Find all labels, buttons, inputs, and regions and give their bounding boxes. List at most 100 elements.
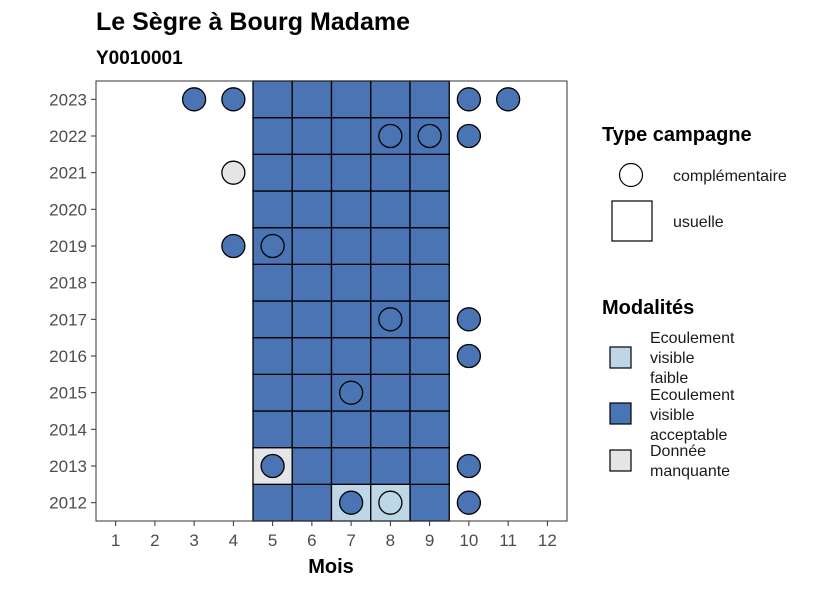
- usuelle-tile: [409, 80, 450, 119]
- complementaire-point: [338, 490, 364, 515]
- x-tick-label: 10: [459, 531, 478, 550]
- legend-swatch: [609, 346, 632, 369]
- usuelle-tile: [291, 300, 333, 339]
- usuelle-tile: [291, 410, 333, 449]
- y-tick-label: 2015: [49, 384, 87, 403]
- usuelle-tile: [370, 337, 411, 375]
- complementaire-point: [456, 490, 482, 515]
- usuelle-tile: [409, 373, 450, 412]
- chart-title: Le Sègre à Bourg Madame: [96, 8, 410, 36]
- usuelle-tile: [291, 227, 333, 265]
- complementaire-point: [456, 87, 482, 112]
- complementaire-point: [495, 87, 521, 112]
- usuelle-tile: [330, 80, 372, 119]
- legend-label-line: Ecoulement: [650, 387, 735, 404]
- complementaire-point: [221, 160, 246, 185]
- usuelle-tile: [330, 190, 372, 229]
- legend-label: Ecoulement visible acceptable: [650, 387, 739, 444]
- x-tick-label: 6: [307, 531, 316, 550]
- usuelle-tile: [370, 227, 411, 265]
- usuelle-tile: [252, 300, 293, 339]
- usuelle-tile: [409, 263, 450, 302]
- usuelle-tile: [330, 117, 372, 155]
- usuelle-tile: [252, 153, 293, 192]
- usuelle-tile: [330, 410, 372, 449]
- usuelle-tile: [291, 80, 333, 119]
- complementaire-points: [181, 87, 521, 515]
- usuelle-tile: [370, 80, 411, 119]
- y-tick-label: 2016: [49, 347, 87, 366]
- complementaire-point: [456, 123, 482, 149]
- usuelle-tile: [291, 263, 333, 302]
- usuelle-tile: [370, 153, 411, 192]
- legend-label-line: faible: [650, 370, 688, 387]
- usuelle-tile: [252, 410, 293, 449]
- usuelle-tile: [252, 263, 293, 302]
- complementaire-point: [456, 453, 482, 479]
- complementaire-point: [260, 453, 285, 479]
- legend-type-label: complémentaire: [673, 168, 787, 185]
- y-tick-label: 2021: [49, 164, 87, 183]
- y-tick-label: 2013: [49, 457, 87, 476]
- complementaire-point: [338, 380, 364, 405]
- usuelle-tile: [330, 447, 372, 485]
- usuelle-tiles: [252, 80, 450, 522]
- usuelle-tile: [370, 447, 411, 485]
- usuelle-tile: [330, 300, 372, 339]
- x-tick-label: 11: [499, 531, 517, 550]
- y-tick-label: 2023: [49, 90, 87, 109]
- legend-label: Donnée manquante: [650, 443, 730, 480]
- x-tick-label: 12: [538, 531, 557, 550]
- complementaire-point: [221, 87, 246, 112]
- x-tick-label: 2: [150, 531, 159, 550]
- complementaire-point: [181, 87, 207, 112]
- legend-label-line: acceptable: [650, 427, 727, 444]
- x-tick-label: 4: [229, 531, 238, 550]
- complementaire-point: [221, 233, 246, 259]
- usuelle-tile: [370, 190, 411, 229]
- usuelle-tile: [409, 227, 450, 265]
- usuelle-tile: [291, 153, 333, 192]
- x-tick-label: 8: [386, 531, 395, 550]
- usuelle-tile: [291, 190, 333, 229]
- y-tick-label: 2022: [49, 127, 87, 146]
- legend-label-line: visible: [650, 350, 695, 367]
- usuelle-tile: [291, 337, 333, 375]
- usuelle-tile: [252, 337, 293, 375]
- chart-subtitle: Y0010001: [96, 48, 183, 69]
- y-tick-label: 2019: [49, 237, 87, 256]
- usuelle-tile: [409, 190, 450, 229]
- legend-circle-key: [618, 162, 644, 188]
- plot-panel: [95, 80, 568, 522]
- complementaire-point: [378, 490, 403, 515]
- legend-label-line: Ecoulement: [650, 330, 735, 347]
- x-axis-title: Mois: [308, 556, 354, 578]
- usuelle-tile: [409, 337, 450, 375]
- y-axis: 2012 2013 2014 2015 2016 2017 2018 2019 2020 2021…: [49, 90, 96, 513]
- complementaire-point: [456, 343, 482, 369]
- legend-label: Ecoulement visible faible: [650, 330, 739, 387]
- usuelle-tile: [370, 263, 411, 302]
- legend-label-line: visible: [650, 407, 695, 424]
- y-tick-label: 2017: [49, 310, 87, 329]
- usuelle-tile: [330, 227, 372, 265]
- usuelle-tile: [409, 153, 450, 192]
- x-tick-label: 9: [425, 531, 434, 550]
- usuelle-tile: [291, 117, 333, 155]
- complementaire-point: [260, 233, 285, 259]
- complementaire-point: [456, 307, 482, 332]
- legend-label-line: manquante: [650, 463, 730, 480]
- usuelle-tile: [330, 263, 372, 302]
- usuelle-tile: [252, 80, 293, 119]
- x-axis: 1 2 3 4 5 6 7 8 9 10 11 12: [111, 521, 557, 550]
- usuelle-tile: [409, 410, 450, 449]
- x-tick-label: 5: [268, 531, 277, 550]
- usuelle-tile: [252, 483, 293, 522]
- usuelle-tile: [409, 447, 450, 485]
- legend-square-key: [611, 200, 653, 242]
- usuelle-tile: [252, 373, 293, 412]
- legend-swatch: [609, 402, 632, 425]
- legend-type-label: usuelle: [673, 214, 724, 231]
- usuelle-tile: [291, 483, 333, 522]
